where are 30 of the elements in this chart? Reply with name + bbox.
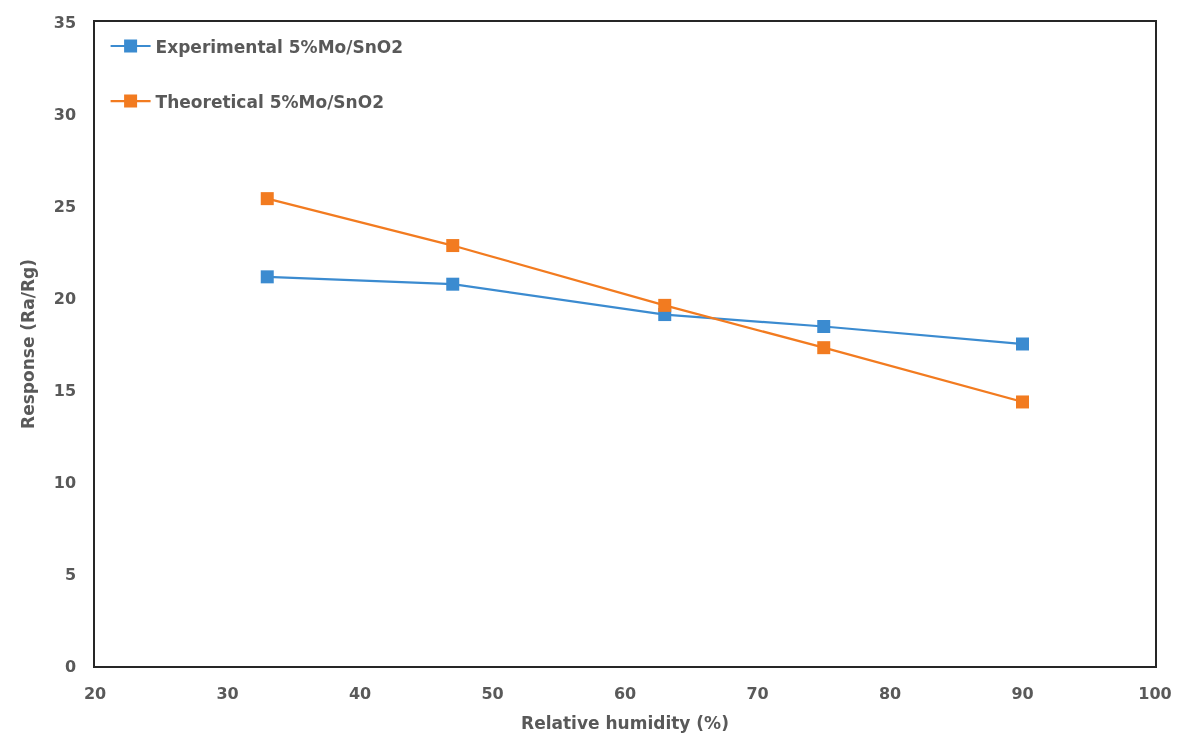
x-tick-label: 100 bbox=[1138, 683, 1172, 703]
x-tick-label: 30 bbox=[216, 683, 239, 703]
x-tick-label: 50 bbox=[481, 683, 504, 703]
x-tick-label: 90 bbox=[1011, 683, 1034, 703]
x-tick-label: 40 bbox=[348, 683, 372, 703]
y-tick-label: 10 bbox=[53, 472, 77, 492]
y-tick-label: 35 bbox=[53, 12, 77, 32]
point bbox=[1016, 395, 1029, 409]
x-tick-label: 80 bbox=[878, 683, 902, 703]
legend-label: Theoretical 5%Mo/SnO2 bbox=[155, 91, 384, 112]
legend-label: Experimental 5%Mo/SnO2 bbox=[155, 36, 404, 57]
point bbox=[658, 298, 672, 312]
point bbox=[446, 277, 460, 291]
point bbox=[260, 192, 274, 206]
x-tick-label: 20 bbox=[83, 683, 107, 703]
x-tick-label: 70 bbox=[746, 683, 769, 703]
point bbox=[446, 239, 460, 253]
y-tick-label: 30 bbox=[53, 104, 77, 124]
y-axis-title: Response (Ra/Rg) bbox=[17, 259, 38, 429]
y-tick-label: 20 bbox=[53, 288, 77, 308]
y-tick-label: 0 bbox=[64, 656, 77, 676]
y-tick-label: 5 bbox=[64, 564, 77, 584]
point bbox=[817, 341, 831, 355]
point bbox=[817, 320, 831, 334]
x-tick-label: 60 bbox=[613, 683, 637, 703]
point bbox=[260, 270, 274, 284]
point bbox=[1016, 337, 1029, 351]
x-axis-title: Relative humidity (%) bbox=[521, 712, 729, 733]
y-tick-label: 15 bbox=[53, 380, 77, 400]
y-tick-label: 25 bbox=[53, 196, 77, 216]
